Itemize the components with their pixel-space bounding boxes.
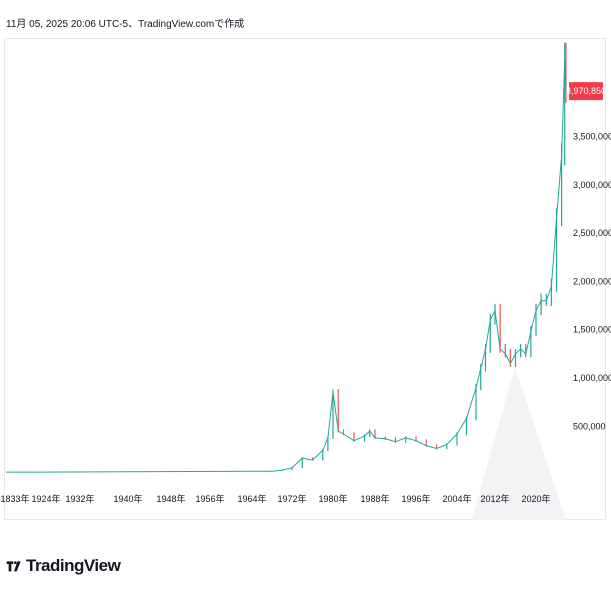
y-tick-label: 2,000,000: [573, 276, 611, 286]
x-tick-label: 1980年: [318, 493, 347, 504]
x-tick-label: 1956年: [195, 493, 224, 504]
x-axis: 1833年 1924年 1932年 1940年 1948年 1956年 1964年 1972年…: [0, 493, 550, 504]
x-tick-label: 1948年: [156, 493, 185, 504]
chart-frame[interactable]: [4, 38, 606, 520]
x-tick-label: 2020年: [521, 493, 550, 504]
y-tick-label: 3,500,000: [573, 132, 611, 142]
x-tick-label: 2004年: [442, 493, 471, 504]
last-price-badge-group: 3,970,850: [566, 82, 606, 101]
x-tick-label: 1996年: [401, 493, 430, 504]
watermark-triangle: [472, 367, 566, 520]
x-tick-label: 1833年: [0, 493, 29, 504]
x-tick-label: 1964年: [237, 493, 266, 504]
y-axis: 500,000 1,000,000 1,500,000 2,000,000 2,500,…: [573, 132, 611, 432]
y-tick-label: 3,000,000: [573, 180, 611, 190]
x-tick-label: 1988年: [360, 493, 389, 504]
x-tick-label: 1972年: [277, 493, 306, 504]
x-tick-label: 1924年: [31, 493, 60, 504]
last-price-label: 3,970,850: [566, 86, 606, 96]
y-tick-label: 2,500,000: [573, 228, 611, 238]
y-tick-label: 500,000: [573, 421, 606, 431]
tradingview-logo-icon: [6, 561, 21, 572]
tradingview-logo-text: TradingView: [26, 556, 121, 575]
price-line: [5, 59, 567, 473]
x-tick-label: 1940年: [113, 493, 142, 504]
tradingview-logo[interactable]: TradingView: [6, 556, 121, 576]
y-tick-label: 1,500,000: [573, 325, 611, 335]
y-tick-label: 1,000,000: [573, 373, 611, 383]
chart-header-timestamp: 11月 05, 2025 20:06 UTC-5、TradingView.com…: [6, 19, 245, 30]
x-tick-label: 2012年: [480, 493, 509, 504]
x-tick-label: 1932年: [65, 493, 94, 504]
last-price-badge: [569, 82, 603, 101]
